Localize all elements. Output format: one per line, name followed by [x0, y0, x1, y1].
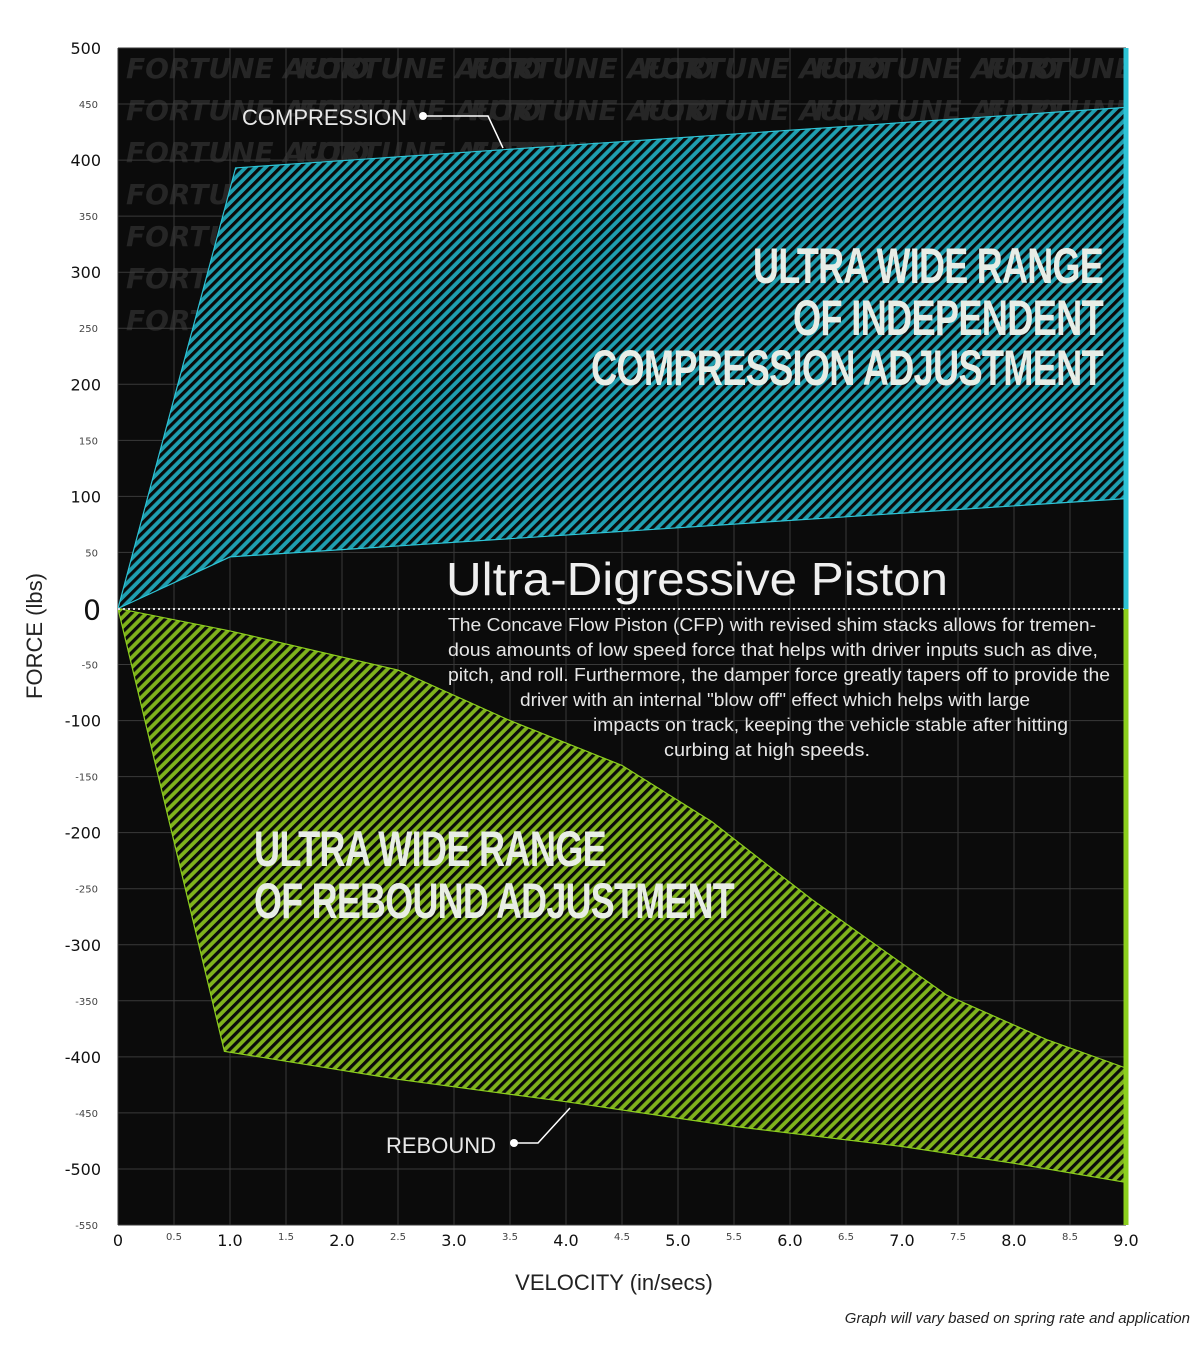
x-tick-label-minor: 1.5 [278, 1232, 294, 1243]
piston-annotation: Ultra-Digressive Piston The Concave Flow… [446, 553, 1110, 760]
watermark-tile: FORTUNE AUTO [470, 52, 713, 85]
rebound-heading: ULTRA WIDE RANGE OF REBOUND ADJUSTMENT [254, 821, 735, 929]
watermark-tile: FORTUNE AUTO [986, 52, 1200, 85]
x-tick-label-minor: 6.5 [838, 1232, 854, 1243]
compression-heading-line-2: OF INDEPENDENT [793, 290, 1103, 346]
footnote: Graph will vary based on spring rate and… [845, 1310, 1190, 1327]
y-tick-label: -400 [65, 1048, 101, 1067]
rebound-callout: REBOUND [386, 1107, 571, 1158]
y-tick-label-minor: -550 [75, 1221, 98, 1232]
rebound-heading-line-2: OF REBOUND ADJUSTMENT [254, 873, 734, 929]
series-areas [118, 106, 1126, 1184]
x-tick-label-minor: 8.5 [1062, 1232, 1078, 1243]
watermark-tile: FORTUNE AUTO [642, 94, 885, 127]
y-tick-label: -100 [65, 712, 101, 731]
compression-label: COMPRESSION [242, 105, 407, 130]
y-tick-label: -300 [65, 936, 101, 955]
x-tick-label: 8.0 [1001, 1231, 1026, 1250]
y-tick-label-minor: 450 [79, 100, 98, 111]
y-tick-label: 200 [70, 375, 101, 394]
rebound-label: REBOUND [386, 1133, 496, 1158]
x-tick-label-minor: 4.5 [614, 1232, 630, 1243]
piston-desc-line-2: dous amounts of low speed force that hel… [448, 640, 1098, 660]
y-tick-label-minor: -250 [75, 885, 98, 896]
piston-desc-line-1: The Concave Flow Piston (CFP) with revis… [448, 615, 1096, 635]
piston-title: Ultra-Digressive Piston [446, 553, 948, 605]
x-tick-label: 2.0 [329, 1231, 354, 1250]
watermark-tile: FORTUNE AUTO [814, 52, 1057, 85]
y-tick-label-minor: 150 [79, 436, 98, 447]
compression-heading-line-1: ULTRA WIDE RANGE [753, 238, 1103, 294]
piston-desc-line-5: impacts on track, keeping the vehicle st… [593, 715, 1068, 735]
watermark-tile: FORTUNE AUTO [642, 52, 885, 85]
x-axis: 0 1.0 2.0 3.0 4.0 5.0 6.0 7.0 8.0 9.0 0.5 1.5 2.5 3.5… [113, 1231, 1139, 1250]
watermark-tile: FORTUNE AUTO [298, 52, 541, 85]
y-tick-label-minor: 350 [79, 212, 98, 223]
x-tick-label: 5.0 [665, 1231, 690, 1250]
x-tick-label: 0 [113, 1231, 123, 1250]
x-tick-label-minor: 0.5 [166, 1232, 182, 1243]
y-tick-label: 500 [70, 39, 101, 58]
y-axis-title: FORCE (lbs) [22, 573, 47, 699]
y-tick-label-minor: -50 [82, 661, 98, 672]
piston-desc-line-4: driver with an internal "blow off" effec… [520, 690, 1030, 710]
compression-callout: COMPRESSION [242, 105, 504, 149]
watermark-tile: FORTUNE AUTO [298, 94, 541, 127]
watermark-tile: FORTUNE AUTO [126, 94, 369, 127]
y-axis: 500 400 300 200 100 0 -100 -200 -300 -400 -500 450 3… [65, 39, 101, 1232]
y-tick-label: 0 [83, 593, 101, 626]
y-tick-label: 300 [70, 263, 101, 282]
y-tick-label: -200 [65, 824, 101, 843]
x-tick-label-minor: 2.5 [390, 1232, 406, 1243]
compression-heading-line-3: COMPRESSION ADJUSTMENT [591, 340, 1103, 396]
series-area-rebound [118, 607, 1126, 1184]
rebound-callout-line [514, 1107, 571, 1144]
x-tick-label: 9.0 [1113, 1231, 1138, 1250]
series-area-compression [118, 106, 1126, 610]
x-tick-label: 7.0 [889, 1231, 914, 1250]
compression-heading: ULTRA WIDE RANGE OF INDEPENDENT COMPRESS… [591, 238, 1104, 396]
y-tick-label-minor: -350 [75, 997, 98, 1008]
x-tick-label: 3.0 [441, 1231, 466, 1250]
watermark-tile: FORTUNE AUTO [470, 94, 713, 127]
piston-desc-line-6: curbing at high speeds. [664, 740, 870, 760]
y-tick-label-minor: 50 [85, 548, 98, 559]
piston-desc-line-3: pitch, and roll. Furthermore, the damper… [448, 665, 1110, 685]
y-tick-label-minor: 250 [79, 324, 98, 335]
watermark-tile: FORTUNE AUTO [126, 52, 369, 85]
x-tick-label: 1.0 [217, 1231, 242, 1250]
x-tick-label-minor: 7.5 [950, 1232, 966, 1243]
x-tick-label-minor: 3.5 [502, 1232, 518, 1243]
x-axis-title: VELOCITY (in/secs) [515, 1270, 713, 1295]
y-tick-label: 400 [70, 151, 101, 170]
y-tick-label-minor: -150 [75, 773, 98, 784]
y-tick-label-minor: -450 [75, 1109, 98, 1120]
x-tick-label-minor: 5.5 [726, 1232, 742, 1243]
compression-callout-line [423, 115, 504, 149]
y-tick-label: -500 [65, 1160, 101, 1179]
x-tick-label: 6.0 [777, 1231, 802, 1250]
y-tick-label: 100 [70, 487, 101, 506]
x-tick-label: 4.0 [553, 1231, 578, 1250]
rebound-heading-line-1: ULTRA WIDE RANGE [254, 821, 606, 877]
